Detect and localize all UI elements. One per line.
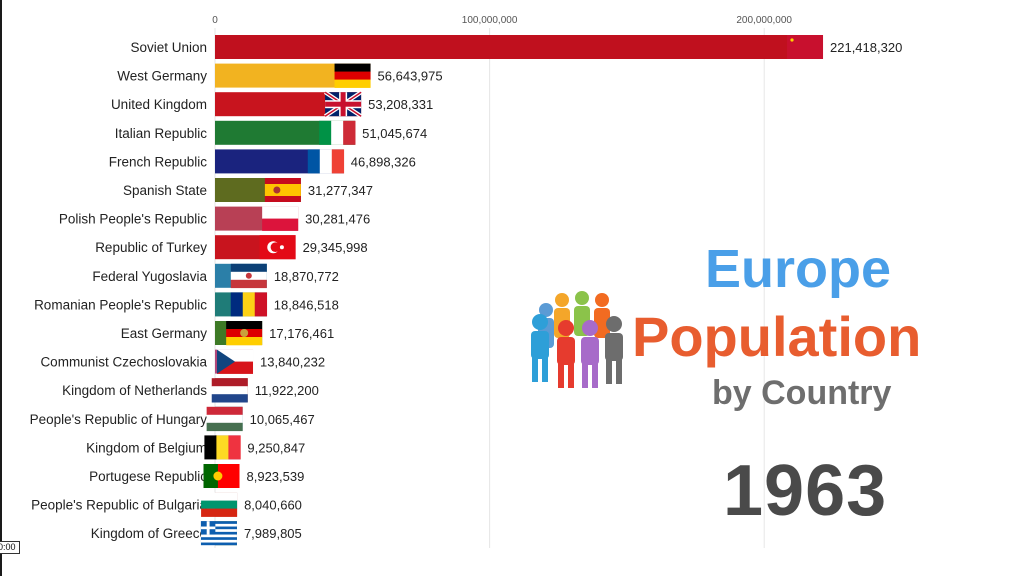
bar-row: Kingdom of Greece 7,989,805 bbox=[91, 521, 302, 546]
left-border bbox=[0, 0, 2, 576]
bulgaria-flag-icon bbox=[201, 492, 238, 517]
bar-row: People's Republic of Hungary 10,065,467 bbox=[30, 406, 315, 432]
bar-value-label: 11,922,200 bbox=[255, 383, 319, 398]
bar-row: Portugese Republic 8,923,539 bbox=[89, 464, 304, 488]
bar-category-label: West Germany bbox=[117, 69, 207, 84]
bar-row: Romanian People's Republic 18,846,518 bbox=[34, 292, 339, 317]
bar-row: Federal Yugoslavia 18,870,772 bbox=[92, 263, 339, 289]
bar-value-label: 9,250,847 bbox=[247, 440, 305, 455]
bar-category-label: Kingdom of Greece bbox=[91, 526, 207, 541]
people-group-icon bbox=[531, 291, 623, 388]
x-tick-label: 100,000,000 bbox=[462, 15, 518, 26]
title-line-europe: Europe bbox=[705, 239, 892, 299]
bar-category-label: Soviet Union bbox=[130, 40, 207, 55]
x-tick-label: 200,000,000 bbox=[736, 15, 792, 26]
bar-value-label: 30,281,476 bbox=[305, 212, 370, 227]
bar-value-label: 8,923,539 bbox=[247, 469, 305, 484]
bar-category-label: Communist Czechoslovakia bbox=[40, 355, 207, 370]
bar-row: People's Republic of Bulgaria 8,040,660 bbox=[31, 492, 302, 517]
romania-flag-icon bbox=[230, 292, 268, 317]
bar-row: East Germany 17,176,461 bbox=[121, 321, 334, 346]
italy-flag-icon bbox=[319, 120, 356, 145]
bar-category-label: Portugese Republic bbox=[89, 469, 207, 484]
bar-value-label: 7,989,805 bbox=[244, 526, 302, 541]
title-line-population: Population bbox=[632, 305, 922, 368]
uk-flag-icon bbox=[324, 90, 363, 118]
bar-value-label: 18,870,772 bbox=[274, 269, 339, 284]
portugal-flag-icon bbox=[203, 464, 240, 488]
bar-category-label: Spanish State bbox=[123, 183, 207, 198]
bar-value-label: 10,065,467 bbox=[250, 412, 315, 427]
bar-row: United Kingdom 53,208,331 bbox=[111, 90, 433, 118]
netherlands-flag-icon bbox=[211, 378, 248, 403]
video-timestamp: 0:00 bbox=[0, 541, 20, 554]
bar-row: Communist Czechoslovakia 13,840,232 bbox=[40, 349, 325, 374]
bar-value-label: 53,208,331 bbox=[368, 97, 433, 112]
spain-flag-icon bbox=[264, 178, 301, 202]
bar-value-label: 13,840,232 bbox=[260, 355, 325, 370]
title-block: Europe Population by Country 1963 bbox=[520, 232, 990, 532]
bar-value-label: 56,643,975 bbox=[378, 69, 443, 84]
x-tick-label: 0 bbox=[212, 15, 218, 26]
soviet-flag-icon bbox=[787, 35, 824, 59]
bar-value-label: 221,418,320 bbox=[830, 40, 902, 55]
bar-row: Spanish State 31,277,347 bbox=[123, 178, 373, 202]
bar-row: Kingdom of Netherlands 11,922,200 bbox=[62, 378, 319, 403]
yugoslavia-flag-icon bbox=[230, 263, 267, 289]
bar-value-label: 17,176,461 bbox=[269, 326, 334, 341]
bar-row: Republic of Turkey 29,345,998 bbox=[95, 235, 368, 260]
bar-category-label: Italian Republic bbox=[115, 126, 208, 141]
hungary-flag-icon bbox=[206, 406, 243, 432]
bar-category-label: Federal Yugoslavia bbox=[92, 269, 207, 284]
bar-row: Italian Republic 51,045,674 bbox=[115, 120, 427, 145]
bar-row: Kingdom of Belgium 9,250,847 bbox=[86, 435, 305, 460]
bar-category-label: Polish People's Republic bbox=[59, 212, 207, 227]
bar-value-label: 29,345,998 bbox=[303, 240, 368, 255]
poland-flag-icon bbox=[262, 206, 299, 231]
greece-flag-icon bbox=[200, 521, 237, 546]
bar-category-label: French Republic bbox=[109, 154, 208, 169]
bar-value-label: 51,045,674 bbox=[362, 126, 427, 141]
czechoslovakia-flag-icon bbox=[217, 349, 254, 374]
bar-category-label: United Kingdom bbox=[111, 97, 207, 112]
bar-category-label: Kingdom of Netherlands bbox=[62, 383, 207, 398]
bar bbox=[215, 35, 824, 59]
belgium-flag-icon bbox=[204, 435, 241, 460]
bar-row: Soviet Union 221,418,320 bbox=[130, 35, 902, 59]
west-germany-flag-icon bbox=[334, 63, 371, 88]
france-flag-icon bbox=[307, 149, 345, 174]
title-line-by-country: by Country bbox=[712, 374, 892, 412]
year-label: 1963 bbox=[723, 451, 888, 531]
bar-category-label: People's Republic of Bulgaria bbox=[31, 498, 207, 513]
bar-category-label: People's Republic of Hungary bbox=[30, 412, 208, 427]
bar-row: Polish People's Republic 30,281,476 bbox=[59, 206, 370, 231]
bar-category-label: Romanian People's Republic bbox=[34, 297, 207, 312]
bar-row: French Republic 46,898,326 bbox=[109, 149, 416, 174]
bar-category-label: Republic of Turkey bbox=[95, 240, 207, 255]
bar-category-label: East Germany bbox=[121, 326, 208, 341]
bar-category-label: Kingdom of Belgium bbox=[86, 440, 207, 455]
turkey-flag-icon bbox=[259, 235, 296, 260]
bar-value-label: 8,040,660 bbox=[244, 498, 302, 513]
bar-row: West Germany 56,643,975 bbox=[117, 63, 443, 88]
bar-value-label: 18,846,518 bbox=[274, 297, 339, 312]
bar-value-label: 31,277,347 bbox=[308, 183, 373, 198]
east-germany-flag-icon bbox=[226, 321, 263, 346]
bar-value-label: 46,898,326 bbox=[351, 154, 416, 169]
